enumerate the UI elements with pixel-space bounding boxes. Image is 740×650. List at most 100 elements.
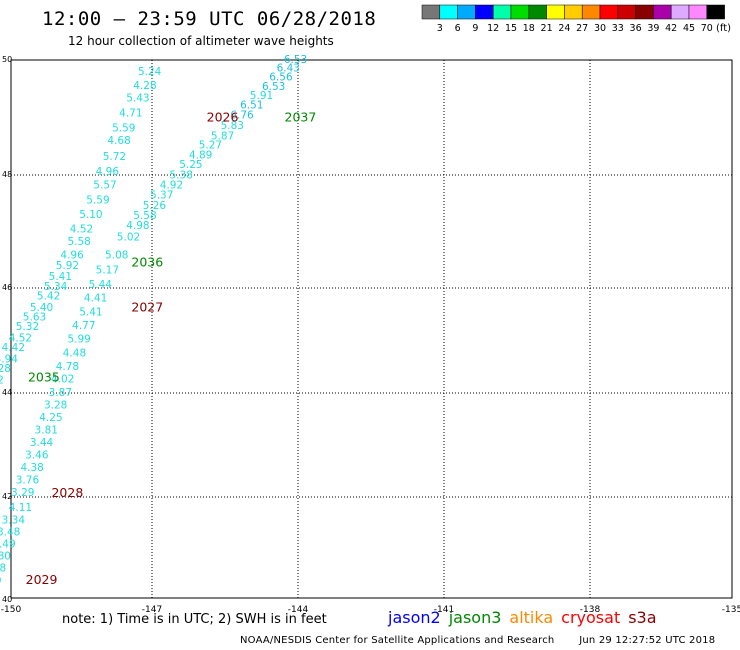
longitude-tick-label: -144 bbox=[288, 605, 309, 615]
wave-height-label: 5.43 bbox=[126, 92, 149, 104]
wave-height-label: 5.32 bbox=[16, 321, 39, 333]
wave-height-label: 5.24 bbox=[138, 66, 162, 78]
wave-height-label: 5.59 bbox=[86, 194, 109, 206]
longitude-tick-label: -141 bbox=[434, 605, 454, 615]
legend-item-s3a: s3a bbox=[628, 608, 657, 627]
color-scale-label: 3 bbox=[437, 23, 443, 34]
wave-height-label: 4.52 bbox=[9, 333, 32, 345]
pass-time-label: 2027 bbox=[131, 300, 163, 315]
credit-footer: NOAA/NESDIS Center for Satellite Applica… bbox=[240, 635, 715, 646]
wave-height-label: 4.77 bbox=[72, 320, 95, 332]
pass-time-label: 2035 bbox=[28, 369, 60, 384]
wave-height-label: 4.52 bbox=[70, 224, 93, 236]
credit-text: NOAA/NESDIS Center for Satellite Applica… bbox=[240, 635, 555, 646]
wave-height-label: 5.52 bbox=[0, 375, 4, 387]
wave-height-label: 6.51 bbox=[240, 99, 263, 111]
wave-height-label: 4.68 bbox=[107, 135, 130, 147]
wave-height-label: 5.10 bbox=[79, 209, 102, 221]
wave-height-label: 4.96 bbox=[96, 166, 120, 178]
wave-height-label: 5.26 bbox=[143, 200, 167, 212]
units-note: note: 1) Time is in UTC; 2) SWH is in fe… bbox=[62, 612, 327, 627]
color-scale-bar: 3 6 9 12 15 18 21 24 27 30 33 36 39 42 45 70 (ft) bbox=[421, 4, 731, 34]
wave-height-label: 4.38 bbox=[20, 462, 43, 474]
pass-time-label: 2026 bbox=[207, 110, 239, 125]
satellite-legend: jason2 jason3 altika cryosat s3a bbox=[388, 608, 665, 627]
color-scale-label: 39 bbox=[647, 23, 659, 34]
color-scale-label: 12 bbox=[487, 23, 499, 34]
wave-height-label: 4.25 bbox=[39, 412, 62, 424]
wave-height-label: 3.80 bbox=[0, 551, 11, 563]
color-scale-label: 27 bbox=[576, 23, 588, 34]
wave-height-label: 5.83 bbox=[221, 120, 244, 132]
color-scale-units: (ft) bbox=[716, 23, 731, 34]
wave-height-label: 3.81 bbox=[35, 425, 58, 437]
wave-height-label: 3.98 bbox=[0, 563, 6, 575]
color-scale-label: 9 bbox=[472, 23, 478, 34]
wave-height-label: 5.57 bbox=[93, 180, 116, 192]
wave-height-label: 5.17 bbox=[96, 264, 119, 276]
latitude-tick-label: 44 bbox=[2, 388, 12, 397]
pass-time-label: 2028 bbox=[51, 485, 83, 500]
wave-height-label: 3.48 bbox=[0, 526, 20, 538]
wave-height-label: 4.49 bbox=[0, 539, 16, 551]
legend-item-altika: altika bbox=[509, 608, 554, 627]
color-scale-label: 33 bbox=[612, 23, 624, 34]
wave-height-label: 5.41 bbox=[79, 306, 102, 318]
page-title: 12:00 – 23:59 UTC 06/28/2018 bbox=[42, 8, 377, 30]
wave-height-label: 4.71 bbox=[119, 107, 142, 119]
wave-height-label: 4.41 bbox=[84, 293, 107, 305]
latitude-tick-label: 50 bbox=[2, 55, 12, 64]
wave-height-label: 3.29 bbox=[0, 575, 2, 587]
pass-time-label: 2036 bbox=[131, 255, 163, 270]
wave-height-label: 5.25 bbox=[179, 159, 202, 171]
wave-height-label: 5.72 bbox=[103, 151, 126, 163]
color-scale-label: 36 bbox=[630, 23, 642, 34]
latitude-tick-label: 40 bbox=[2, 595, 12, 604]
color-scale-label: 70 bbox=[701, 23, 713, 34]
wave-height-label: 4.42 bbox=[2, 342, 25, 354]
wave-height-label: 4.78 bbox=[56, 361, 79, 373]
latitude-tick-label: 48 bbox=[2, 170, 12, 179]
color-scale-label: 21 bbox=[541, 23, 553, 34]
pass-time-label: 2029 bbox=[26, 572, 58, 587]
wave-height-label: 5.59 bbox=[112, 122, 135, 134]
color-swatch bbox=[706, 4, 725, 20]
wave-height-label: 5.37 bbox=[150, 190, 173, 202]
wave-height-label: 4.11 bbox=[9, 502, 32, 514]
legend-item-cryosat: cryosat bbox=[561, 608, 621, 627]
wave-height-label: 5.02 bbox=[117, 232, 140, 244]
wave-height-label: 6.76 bbox=[230, 110, 254, 122]
wave-height-label: 3.44 bbox=[30, 437, 54, 449]
latitude-tick-label: 46 bbox=[2, 283, 12, 292]
wave-height-label: 5.92 bbox=[56, 260, 79, 272]
wave-height-label: 5.44 bbox=[89, 279, 113, 291]
wave-height-label: 5.40 bbox=[30, 302, 53, 314]
wave-height-label: 4.94 bbox=[0, 354, 18, 366]
wave-height-label: 5.38 bbox=[170, 169, 193, 181]
color-scale-label: 6 bbox=[455, 23, 461, 34]
wave-height-label: 3.29 bbox=[11, 487, 34, 499]
wave-height-label: 3.87 bbox=[49, 387, 72, 399]
wave-height-label: 4.92 bbox=[160, 180, 183, 192]
wave-height-label: 3.28 bbox=[44, 400, 67, 412]
wave-height-label: 5.41 bbox=[49, 271, 72, 283]
wave-height-label: 5.08 bbox=[105, 250, 128, 262]
color-scale-label: 45 bbox=[683, 23, 695, 34]
wave-height-label: 5.87 bbox=[211, 130, 234, 142]
latitude-tick-label: 42 bbox=[2, 492, 12, 501]
page-subtitle: 12 hour collection of altimeter wave hei… bbox=[68, 34, 334, 48]
color-scale-label: 42 bbox=[665, 23, 677, 34]
wave-height-label: 6.53 bbox=[284, 54, 307, 66]
wave-height-label: 5.99 bbox=[67, 334, 90, 346]
wave-height-label: 6.43 bbox=[277, 63, 300, 75]
color-scale-label: 15 bbox=[505, 23, 517, 34]
wave-height-label: 5.58 bbox=[67, 236, 90, 248]
wave-height-label: 4.02 bbox=[51, 374, 74, 386]
wave-height-label: 4.89 bbox=[189, 149, 212, 161]
timestamp-text: Jun 29 12:27:52 UTC 2018 bbox=[579, 635, 716, 646]
wave-height-label: 5.58 bbox=[133, 210, 156, 222]
wave-height-label: 5.63 bbox=[23, 312, 46, 324]
wave-height-label: 4.28 bbox=[133, 80, 156, 92]
wave-height-label: 5.28 bbox=[0, 363, 11, 375]
